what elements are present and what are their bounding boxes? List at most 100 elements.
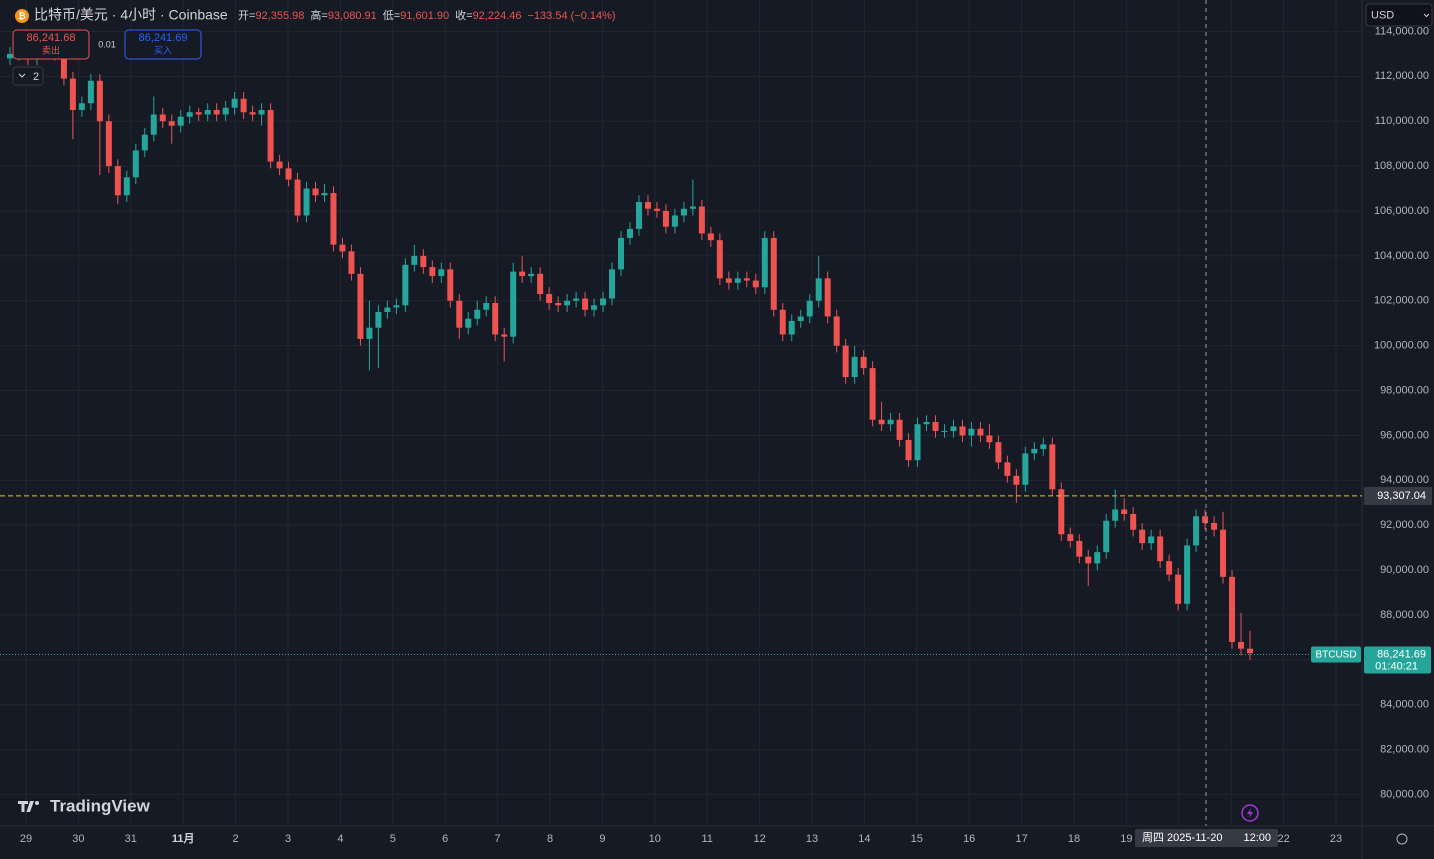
candle-body xyxy=(105,121,112,167)
candle-body xyxy=(923,421,930,425)
candle-body xyxy=(707,233,714,241)
candle-body xyxy=(716,240,723,279)
candle-body xyxy=(1121,509,1128,515)
candle-body xyxy=(698,206,705,234)
candle-body xyxy=(510,271,517,337)
candle-body xyxy=(447,269,454,301)
logo-icon xyxy=(35,801,39,805)
candle-body xyxy=(303,188,310,216)
candle-body xyxy=(564,300,571,306)
candle-body xyxy=(725,278,732,283)
candle-body xyxy=(7,53,13,59)
candle-body xyxy=(941,430,948,432)
candle-body xyxy=(869,368,876,420)
y-tick-label: 100,000.00 xyxy=(1374,340,1429,352)
candle-body xyxy=(150,114,157,135)
candle-body xyxy=(761,237,768,288)
candle-body xyxy=(438,269,445,277)
candle-body xyxy=(168,121,175,126)
candle-body xyxy=(833,316,840,346)
candle-body xyxy=(618,237,625,270)
ohlc-label: 低= xyxy=(383,9,400,22)
candle-body xyxy=(905,439,912,461)
candle-body xyxy=(860,356,867,369)
x-tick-label: 11月 xyxy=(172,832,195,845)
candle-body xyxy=(78,103,85,110)
buy-button[interactable] xyxy=(124,29,202,60)
sell-label: 卖出 xyxy=(42,44,60,55)
x-tick-label: 23 xyxy=(1330,833,1342,845)
candle-body xyxy=(680,208,687,216)
sell-button[interactable] xyxy=(12,29,90,60)
candle-body xyxy=(752,280,759,288)
candle-body xyxy=(555,303,562,306)
alert-icon[interactable] xyxy=(1241,804,1259,822)
candle-body xyxy=(1139,529,1146,544)
candle-body xyxy=(411,255,418,265)
candle-body xyxy=(330,193,337,245)
candle-body xyxy=(492,303,499,335)
countdown: 01:40:21 xyxy=(1375,660,1418,672)
y-tick-label: 96,000.00 xyxy=(1380,429,1429,441)
candle-body xyxy=(231,98,238,108)
candle-body xyxy=(474,309,481,319)
crosshair-price-box xyxy=(1364,486,1432,505)
candle-body xyxy=(501,334,508,337)
candle-body xyxy=(528,273,535,277)
candle-body xyxy=(573,298,580,301)
candle-body xyxy=(1175,574,1182,604)
x-tick-label: 8 xyxy=(547,833,553,845)
alert-bolt xyxy=(1247,808,1253,818)
y-tick-label: 84,000.00 xyxy=(1380,699,1429,711)
crosshair-date: 周四 2025-11-20 xyxy=(1142,831,1223,844)
x-tick-label: 15 xyxy=(911,833,923,845)
settings-icon[interactable] xyxy=(1396,833,1408,845)
y-tick-label: 112,000.00 xyxy=(1375,70,1429,82)
candle-body xyxy=(1049,444,1056,490)
candle-body xyxy=(213,109,220,115)
candle-body xyxy=(1202,516,1209,523)
logo-icon xyxy=(18,801,34,812)
y-tick-label: 88,000.00 xyxy=(1380,609,1429,621)
x-tick-label: 16 xyxy=(963,833,975,845)
crosshair-time: 12:00 xyxy=(1243,832,1271,844)
candle-body xyxy=(546,294,553,304)
candle-body xyxy=(204,109,211,115)
y-tick-label: 80,000.00 xyxy=(1380,788,1429,800)
candle-body xyxy=(1238,641,1245,649)
candle-body xyxy=(312,188,319,196)
candle-body xyxy=(887,419,894,425)
candle-body xyxy=(788,320,795,335)
candle-body xyxy=(96,80,103,122)
candle-body xyxy=(734,278,741,283)
ohlc-label: 高= xyxy=(310,8,327,22)
candle-body xyxy=(267,109,274,162)
chevron xyxy=(18,73,26,78)
candle-body xyxy=(357,273,364,339)
candle-body xyxy=(1031,448,1038,454)
candle-body xyxy=(1103,520,1110,553)
candle-body xyxy=(60,53,67,79)
x-tick-label: 5 xyxy=(390,833,396,845)
indicator-toggle[interactable] xyxy=(12,66,44,86)
candle-body xyxy=(1193,516,1200,546)
candle-body xyxy=(402,264,409,306)
candle-body xyxy=(1085,556,1092,564)
y-tick-label: 110,000.00 xyxy=(1375,115,1429,127)
candle-body xyxy=(671,215,678,227)
candle-body xyxy=(1157,536,1164,562)
candle-body xyxy=(644,202,651,209)
candle-body xyxy=(1184,545,1191,604)
currency-select[interactable] xyxy=(1365,3,1433,27)
candle-body xyxy=(609,269,616,299)
candle-body xyxy=(123,177,130,196)
y-tick-label: 102,000.00 xyxy=(1374,295,1429,307)
candle-body xyxy=(896,419,903,440)
y-tick-label: 90,000.00 xyxy=(1380,564,1429,576)
candle-body xyxy=(456,300,463,328)
candle-body xyxy=(959,426,966,436)
candle-body xyxy=(393,305,400,308)
x-tick-label: 14 xyxy=(858,833,870,845)
candle-body xyxy=(1130,514,1137,530)
